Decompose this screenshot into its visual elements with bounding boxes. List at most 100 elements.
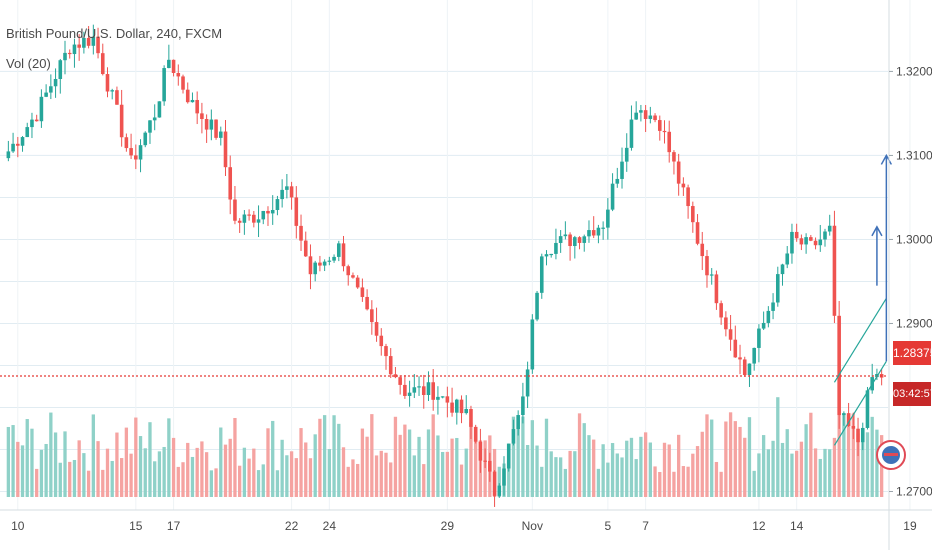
candle-body [554,242,558,254]
candle-body [525,369,530,397]
candle-body [785,253,790,265]
candle-body [724,317,728,330]
volume-bar [53,432,58,497]
volume-bar [828,449,832,497]
volume-bar [625,440,629,497]
candle-body [218,131,223,138]
candle-body [615,178,620,184]
volume-bar [379,450,383,497]
volume-bar [577,413,582,497]
volume-bar [455,437,459,497]
volume-bar [351,459,355,497]
volume-bar [143,448,147,497]
volume-bar [96,441,100,497]
volume-bar [304,442,308,497]
volume-bar [167,418,171,497]
candle-body [488,460,492,472]
volume-bar [148,422,152,497]
volume-bar [398,434,402,497]
volume-bar [299,428,303,497]
candle-body [827,225,832,232]
channel-lower-line [833,360,887,446]
candle-body [775,274,780,303]
volume-bar [214,468,218,497]
volume-bar [445,451,450,497]
volume-bar [643,432,648,497]
volume-bar [412,455,416,497]
volume-bar [384,452,388,497]
candle-body [266,210,270,214]
candle-body [473,426,478,442]
x-tick-label: 22 [285,519,299,533]
candle-body [86,37,91,46]
volume-bar [549,451,553,497]
volume-bar [554,457,558,497]
candle-body [431,382,435,400]
volume-bar [247,458,251,497]
volume-bar [733,421,737,497]
candle-body [299,225,303,241]
candle-body [813,240,818,246]
candle-body [351,275,355,278]
volume-bar [360,428,365,497]
candle-body [596,227,601,236]
candle-body [544,254,549,257]
candle-body [629,119,634,148]
candle-body [539,256,544,293]
volume-bar [431,414,435,497]
candle-body [832,225,837,316]
volume-bar [242,447,247,497]
volume-bar [219,427,223,497]
candle-body [143,132,148,146]
candle-body [190,99,195,103]
candle-body [535,292,539,320]
candle-body [374,322,379,336]
candle-body [464,409,469,414]
x-tick-label: 5 [605,519,612,533]
volume-bar [176,466,180,497]
candle-body [214,119,218,138]
candle-body [714,274,719,304]
volume-bar [426,429,431,497]
volume-bar [780,442,785,497]
candle-body [780,264,785,275]
volume-bar [261,464,265,497]
volume-bar [516,426,520,497]
candle-body [757,328,761,348]
volume-bar [705,414,709,497]
candle-body [34,119,39,122]
candle-body [610,183,615,210]
candle-body [20,137,25,146]
candle-body [804,237,808,245]
volume-bar [190,456,195,497]
candle-body [233,199,237,221]
volume-bar [865,432,870,497]
candle-body [285,186,289,190]
candle-body [313,262,317,275]
candle-body [761,322,766,329]
candle-body [280,189,284,200]
volume-bar [209,470,213,497]
candle-body [157,101,162,118]
x-tick-label: 14 [790,519,804,533]
volume-bar [313,434,317,497]
volume-bar [601,444,605,497]
tradingview-logo-icon[interactable] [876,440,906,470]
volume-bar [337,423,341,497]
volume-bar [728,412,733,497]
candle-body [44,92,48,97]
candle-body [672,152,676,162]
volume-bar [474,427,478,497]
candle-body [223,131,228,168]
volume-bar [68,461,72,497]
candle-body [289,186,294,198]
volume-bar [648,442,652,497]
candle-body [308,256,313,275]
volume-bar [771,440,775,497]
candle-body [662,130,667,133]
volume-bar [238,465,242,497]
candle-body [67,52,72,55]
volume-bar [162,446,166,497]
candle-body [573,237,577,247]
